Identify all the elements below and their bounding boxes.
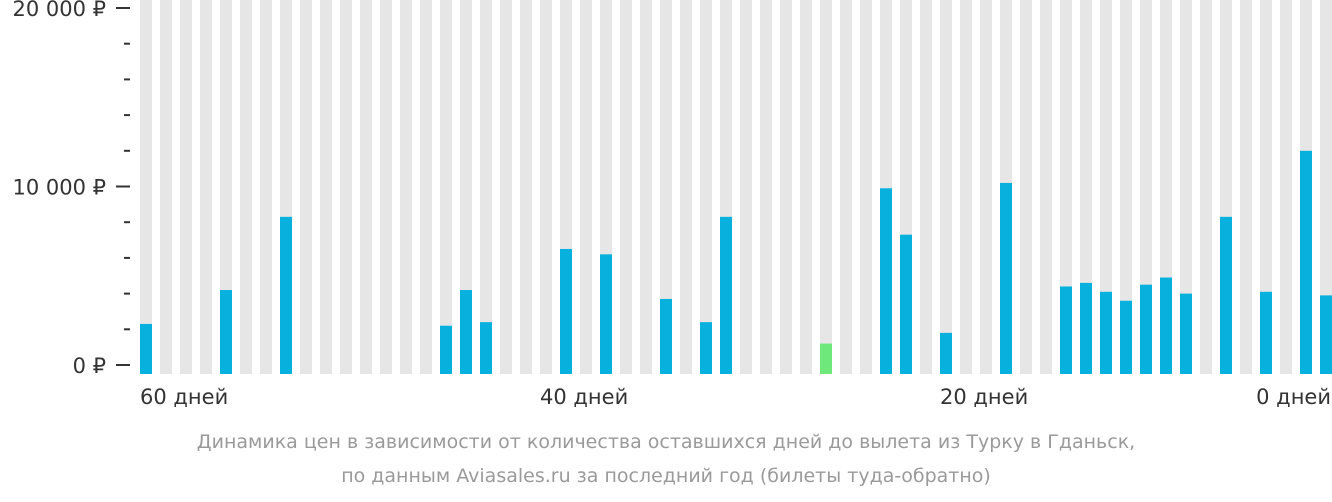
background-column: [180, 0, 192, 374]
background-columns: [140, 0, 1332, 374]
background-column: [800, 0, 812, 374]
background-column: [320, 0, 332, 374]
background-column: [1280, 0, 1292, 374]
price-bar: [1160, 277, 1172, 374]
price-bar: [1220, 216, 1232, 374]
price-bar: [1320, 295, 1332, 374]
background-column: [960, 0, 972, 374]
price-bar: [660, 298, 672, 374]
background-column: [860, 0, 872, 374]
background-column: [920, 0, 932, 374]
chart-caption-line-1: Динамика цен в зависимости от количества…: [196, 431, 1136, 453]
price-bar: [1300, 150, 1312, 374]
background-column: [220, 0, 232, 374]
x-axis: 60 дней 40 дней 20 дней 0 дней: [140, 385, 1331, 409]
price-bar-lowest: [820, 343, 832, 374]
price-bar: [460, 290, 472, 374]
background-column: [1140, 0, 1152, 374]
x-tick-label: 20 дней: [940, 385, 1028, 409]
price-bar: [900, 234, 912, 374]
price-bar: [880, 188, 892, 374]
background-column: [1060, 0, 1072, 374]
background-column: [760, 0, 772, 374]
background-column: [340, 0, 352, 374]
background-column: [640, 0, 652, 374]
background-column: [400, 0, 412, 374]
background-column: [700, 0, 712, 374]
background-column: [1200, 0, 1212, 374]
price-bar: [1260, 291, 1272, 374]
background-column: [1100, 0, 1112, 374]
price-bar: [1140, 284, 1152, 374]
background-column: [440, 0, 452, 374]
background-column: [680, 0, 692, 374]
price-bar: [700, 322, 712, 374]
background-column: [420, 0, 432, 374]
background-column: [300, 0, 312, 374]
background-column: [380, 0, 392, 374]
x-tick-label: 40 дней: [540, 385, 628, 409]
price-bar: [940, 332, 952, 374]
background-column: [160, 0, 172, 374]
background-column: [620, 0, 632, 374]
background-column: [1260, 0, 1272, 374]
background-column: [200, 0, 212, 374]
background-column: [780, 0, 792, 374]
background-column: [980, 0, 992, 374]
price-bar: [600, 254, 612, 374]
price-bar: [440, 325, 452, 374]
price-bar: [1180, 293, 1192, 374]
background-column: [1180, 0, 1192, 374]
price-bar: [1000, 182, 1012, 374]
price-bar: [560, 248, 572, 374]
price-bar: [140, 323, 152, 374]
background-column: [740, 0, 752, 374]
background-column: [820, 0, 832, 374]
background-column: [1020, 0, 1032, 374]
x-tick-label: 60 дней: [140, 385, 228, 409]
y-axis: 0 ₽ 10 000 ₽ 20 000 ₽: [12, 0, 130, 378]
y-tick-label: 0 ₽: [73, 354, 106, 378]
background-column: [840, 0, 852, 374]
background-column: [260, 0, 272, 374]
background-column: [240, 0, 252, 374]
background-column: [660, 0, 672, 374]
price-bar: [220, 290, 232, 374]
background-column: [140, 0, 152, 374]
background-column: [520, 0, 532, 374]
price-bar: [1080, 282, 1092, 374]
chart-caption-line-2: по данным Aviasales.ru за последний год …: [341, 465, 991, 487]
background-column: [480, 0, 492, 374]
y-tick-label: 20 000 ₽: [12, 0, 106, 21]
price-bar: [1060, 286, 1072, 374]
y-tick-label: 10 000 ₽: [12, 176, 106, 200]
price-bar: [280, 216, 292, 374]
background-column: [540, 0, 552, 374]
background-column: [1320, 0, 1332, 374]
x-tick-label: 0 дней: [1256, 385, 1331, 409]
price-bars: [140, 150, 1332, 374]
background-column: [460, 0, 472, 374]
background-column: [500, 0, 512, 374]
price-bar: [1120, 300, 1132, 374]
background-column: [580, 0, 592, 374]
background-column: [1080, 0, 1092, 374]
background-column: [1040, 0, 1052, 374]
background-column: [1120, 0, 1132, 374]
price-bar: [480, 322, 492, 374]
background-column: [1240, 0, 1252, 374]
price-chart: 0 ₽ 10 000 ₽ 20 000 ₽ 60 дней 40 дней 20 дне…: [12, 0, 1332, 409]
price-bar: [1100, 291, 1112, 374]
price-bar: [720, 216, 732, 374]
background-column: [940, 0, 952, 374]
background-column: [360, 0, 372, 374]
